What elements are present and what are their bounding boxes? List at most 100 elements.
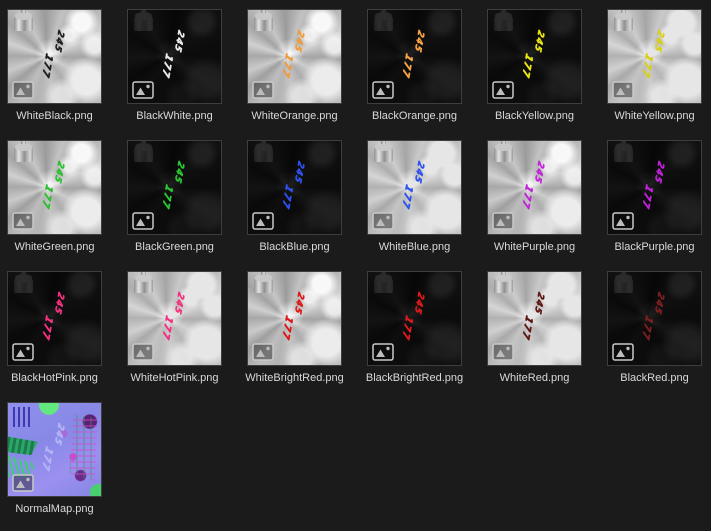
file-name-label: BlackBlue.png — [247, 241, 342, 254]
file-item[interactable]: 245 177 WhiteBlack.png — [7, 9, 127, 140]
file-thumbnail[interactable]: 245 177 — [487, 271, 582, 366]
cylinder-shape — [493, 272, 514, 294]
texture-preview — [368, 272, 461, 365]
file-thumbnail[interactable]: 245 177 — [7, 271, 102, 366]
file-thumbnail[interactable]: 245 177 — [487, 9, 582, 104]
file-item[interactable]: 245 177 BlackBlue.png — [247, 140, 367, 271]
file-name-label: WhiteBrightRed.png — [245, 372, 344, 385]
cylinder-shape — [493, 10, 514, 32]
image-file-icon — [252, 343, 274, 361]
file-item[interactable]: 245 177 BlackWhite.png — [127, 9, 247, 140]
file-name-text: WhiteBlack.png — [16, 110, 93, 122]
cylinder-shape — [493, 141, 514, 163]
file-thumbnail[interactable]: 245 177 — [7, 140, 102, 235]
image-file-icon — [372, 81, 394, 99]
file-item[interactable]: 245 177 BlackOrange.png — [367, 9, 487, 140]
file-name-label: BlackPurple.png — [607, 241, 702, 254]
file-item[interactable]: 245 177 BlackPurple.png — [607, 140, 711, 271]
file-item[interactable]: 245 177 WhiteRed.png — [487, 271, 607, 402]
file-item[interactable]: 245 177 BlackRed.png — [607, 271, 711, 402]
cylinder-shape — [133, 141, 154, 163]
cylinder-shape — [253, 10, 274, 32]
texture-preview — [128, 141, 221, 234]
image-file-icon — [492, 343, 514, 361]
file-thumbnail[interactable]: 245 177 — [127, 9, 222, 104]
file-name-label: BlackGreen.png — [127, 241, 222, 254]
file-name-label: WhiteGreen.png — [7, 241, 102, 254]
file-thumbnail[interactable]: 245 177 — [367, 140, 462, 235]
file-thumbnail[interactable]: 245 177 — [607, 140, 702, 235]
image-file-icon — [252, 212, 274, 230]
normalmap-noise — [69, 414, 98, 482]
file-item[interactable]: 245 177 WhiteBrightRed.png — [245, 271, 367, 402]
file-name-label: WhiteBlue.png — [367, 241, 462, 254]
file-name-label: WhiteHotPink.png — [127, 372, 222, 385]
file-thumbnail[interactable]: 245 177 — [127, 140, 222, 235]
normalmap-teal-fan — [8, 436, 38, 456]
file-item[interactable]: 245 177 NormalMap.png — [7, 402, 127, 531]
file-thumbnail[interactable]: 245 177 — [247, 140, 342, 235]
image-file-icon — [12, 343, 34, 361]
file-name-text: BlackGreen.png — [135, 241, 214, 253]
file-thumbnail[interactable]: 245 177 — [247, 271, 342, 366]
file-name-label: BlackHotPink.png — [7, 372, 102, 385]
texture-preview — [608, 272, 701, 365]
file-thumbnail[interactable]: 245 177 — [487, 140, 582, 235]
image-file-icon — [612, 343, 634, 361]
file-thumbnail[interactable]: 245 177 — [607, 271, 702, 366]
image-file-icon — [12, 474, 34, 492]
file-item[interactable]: 245 177 WhiteHotPink.png — [127, 271, 247, 402]
file-name-label: WhitePurple.png — [487, 241, 582, 254]
file-item[interactable]: 245 177 WhitePurple.png — [487, 140, 607, 271]
file-name-text: WhiteRed.png — [499, 372, 570, 384]
file-thumbnail[interactable]: 245 177 — [367, 9, 462, 104]
image-file-icon — [252, 81, 274, 99]
file-item[interactable]: 245 177 BlackGreen.png — [127, 140, 247, 271]
file-item[interactable]: 245 177 WhiteOrange.png — [247, 9, 367, 140]
file-name-label: BlackYellow.png — [487, 110, 582, 123]
file-thumbnail[interactable]: 245 177 — [367, 271, 462, 366]
file-name-text: WhiteBrightRed.png — [245, 372, 344, 384]
file-name-label: BlackRed.png — [607, 372, 702, 385]
file-name-label: WhiteOrange.png — [247, 110, 342, 123]
image-file-icon — [132, 343, 154, 361]
file-item[interactable]: 245 177 BlackHotPink.png — [7, 271, 127, 402]
texture-preview — [368, 10, 461, 103]
file-item[interactable]: 245 177 BlackBrightRed.png — [366, 271, 487, 402]
file-name-text: BlackRed.png — [620, 372, 689, 384]
file-item[interactable]: 245 177 WhiteGreen.png — [7, 140, 127, 271]
cylinder-shape — [13, 10, 34, 32]
image-file-icon — [492, 81, 514, 99]
file-item[interactable]: 245 177 WhiteYellow.png — [607, 9, 711, 140]
file-name-text: BlackHotPink.png — [11, 372, 98, 384]
file-thumbnail[interactable]: 245 177 — [7, 402, 102, 497]
file-thumbnail[interactable]: 245 177 — [127, 271, 222, 366]
normalmap-stripes — [12, 406, 32, 428]
file-name-text: WhiteGreen.png — [14, 241, 95, 253]
file-item[interactable]: 245 177 WhiteBlue.png — [367, 140, 487, 271]
cylinder-shape — [373, 141, 394, 163]
file-name-text: BlackYellow.png — [494, 110, 575, 122]
file-thumbnail[interactable]: 245 177 — [7, 9, 102, 104]
file-name-label: WhiteRed.png — [487, 372, 582, 385]
file-name-text: BlackPurple.png — [614, 241, 695, 253]
cylinder-shape — [13, 141, 34, 163]
cylinder-shape — [133, 10, 154, 32]
cylinder-shape — [373, 10, 394, 32]
file-name-label: WhiteBlack.png — [7, 110, 102, 123]
file-item[interactable]: 245 177 BlackYellow.png — [487, 9, 607, 140]
file-name-text: WhiteOrange.png — [251, 110, 338, 122]
file-name-label: NormalMap.png — [7, 503, 102, 516]
file-name-text: WhitePurple.png — [493, 241, 576, 253]
texture-preview — [248, 141, 341, 234]
file-thumbnail[interactable]: 245 177 — [247, 9, 342, 104]
cylinder-shape — [253, 272, 274, 294]
cylinder-shape — [13, 272, 34, 294]
texture-preview — [8, 272, 101, 365]
file-name-text: WhiteYellow.png — [614, 110, 695, 122]
image-file-icon — [612, 81, 634, 99]
file-thumbnail[interactable]: 245 177 — [607, 9, 702, 104]
image-file-icon — [612, 212, 634, 230]
cylinder-shape — [613, 10, 634, 32]
